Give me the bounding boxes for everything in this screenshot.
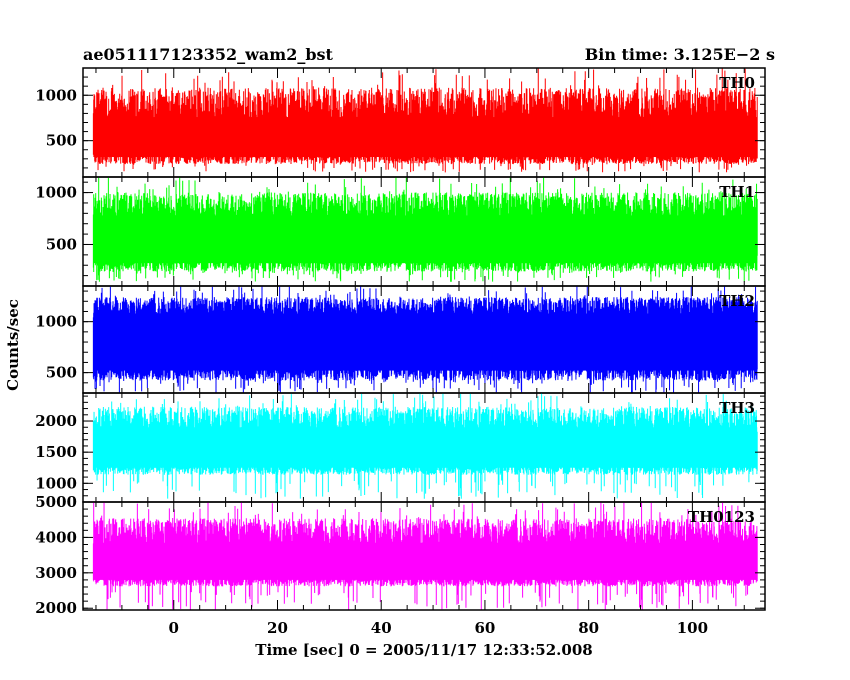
series-trace-th0 [92, 68, 758, 173]
panel-label-th1: TH1 [719, 183, 755, 201]
panel-frame [82, 501, 766, 611]
series-trace-th0123 [92, 502, 758, 610]
panel-th2: 500 1000 TH2 [35, 285, 766, 394]
panel-label-th0: TH0 [719, 74, 755, 92]
panel-th1: 500 1000 TH1 [35, 176, 766, 287]
x-axis-label: Time [sec] 0 = 2005/11/17 12:33:52.008 [255, 641, 592, 659]
panel-th3: 1000 1500 2000 TH3 [35, 392, 766, 503]
panel-th0: 500 1000 TH0 [35, 67, 766, 178]
y-axis-label: Counts/sec [4, 299, 22, 391]
panel-label-th0123: TH0123 [688, 508, 755, 526]
series-trace-th2 [92, 286, 758, 393]
y-tick-label: 1500 [35, 443, 77, 461]
y-tick-label: 3000 [35, 564, 77, 582]
y-tick-label: 5000 [35, 493, 77, 511]
y-tick-label: 1000 [35, 313, 77, 331]
x-tick-label: 100 [677, 619, 708, 637]
panels-group: 500 1000 TH0 500 1000 TH1 500 1000 TH2 1000 1500 20… [35, 67, 766, 617]
y-tick-label: 1000 [35, 86, 77, 104]
panel-label-th3: TH3 [719, 399, 755, 417]
y-tick-label: 500 [46, 235, 77, 253]
x-tick-label: 80 [578, 619, 599, 637]
y-tick-label: 2000 [35, 412, 77, 430]
y-tick-label: 1000 [35, 474, 77, 492]
y-tick-label: 2000 [35, 599, 77, 617]
y-tick-label: 500 [46, 132, 77, 150]
panel-label-th2: TH2 [719, 292, 755, 310]
x-tick-label: 60 [475, 619, 496, 637]
y-tick-label: 1000 [35, 184, 77, 202]
x-axis: 0 20 40 60 80 100 [169, 619, 709, 637]
panel-th0123: 2000 3000 4000 5000 TH0123 [35, 493, 766, 617]
y-tick-label: 500 [46, 364, 77, 382]
chart-title-right: Bin time: 3.125E−2 s [585, 45, 775, 64]
x-tick-label: 40 [371, 619, 392, 637]
y-tick-label: 4000 [35, 528, 77, 546]
x-tick-label: 20 [267, 619, 288, 637]
series-trace-th3 [92, 393, 758, 499]
chart-title-left: ae051117123352_wam2_bst [83, 45, 334, 64]
series-trace-th1 [92, 177, 758, 282]
x-tick-label: 0 [169, 619, 179, 637]
